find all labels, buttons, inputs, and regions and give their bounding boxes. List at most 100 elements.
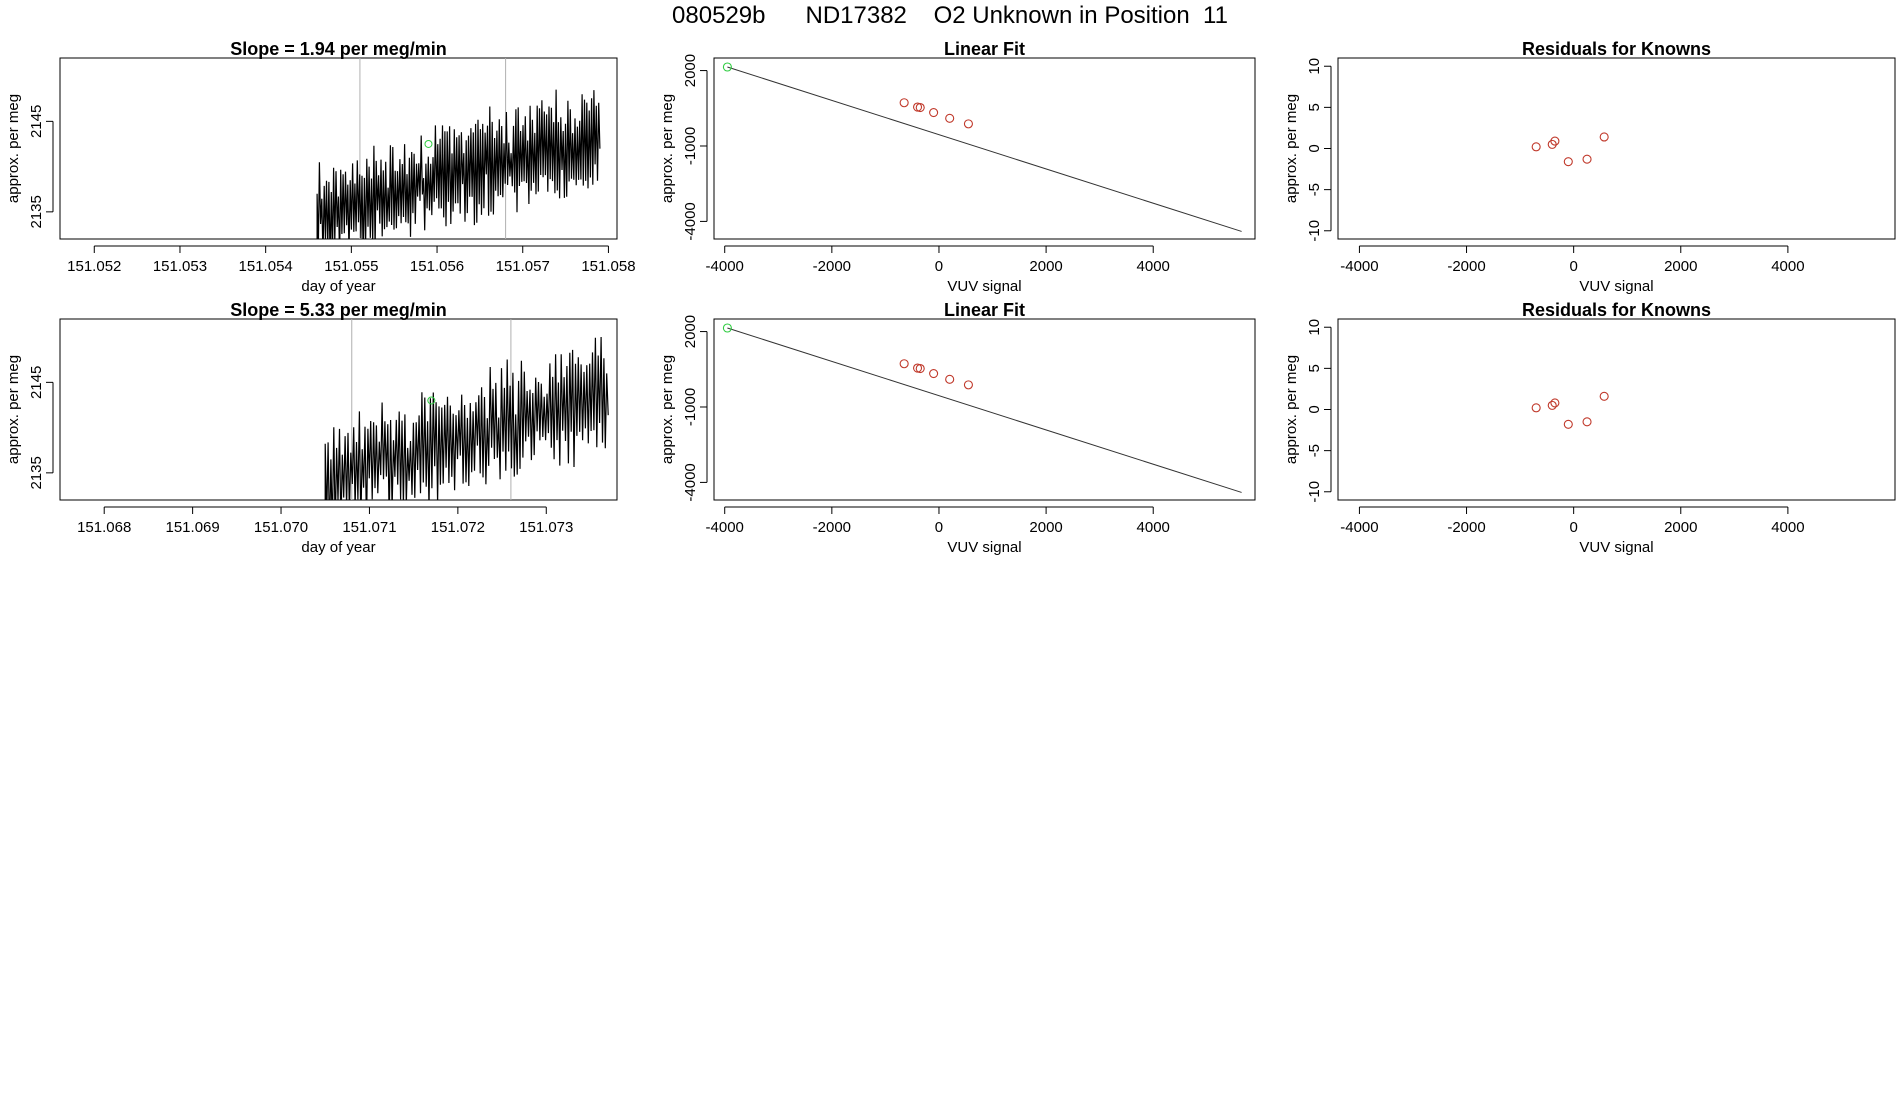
y-tick-label: 5 bbox=[1306, 364, 1323, 372]
panel-fit-2: Linear Fit -4000 -2000 0 2000 4000 VUV signal -… bbox=[659, 300, 1256, 556]
panel-residuals-1: Residuals for Knowns -4000 -2000 0 2000 4000 V… bbox=[1283, 39, 1896, 295]
known-point bbox=[1531, 403, 1541, 413]
x-axis-label: day of year bbox=[301, 539, 375, 556]
series-line bbox=[316, 89, 601, 239]
x-tick-label: 151.058 bbox=[581, 258, 635, 275]
y-tick-label: -4000 bbox=[682, 202, 699, 240]
fit-line bbox=[727, 327, 1242, 493]
panel-title: Linear Fit bbox=[944, 39, 1025, 59]
known-point bbox=[929, 108, 939, 118]
y-axis-label: approx. per meg bbox=[1283, 355, 1300, 464]
series-line bbox=[324, 336, 609, 500]
y-axis-label: approx. per meg bbox=[1283, 94, 1300, 203]
plot-frame bbox=[1337, 57, 1896, 240]
x-tick-label: 151.057 bbox=[496, 258, 550, 275]
unknown-mean-point bbox=[427, 396, 436, 405]
known-point bbox=[1563, 419, 1573, 429]
x-tick-label: 151.071 bbox=[342, 519, 396, 536]
x-tick-label: 2000 bbox=[1029, 519, 1062, 536]
known-point bbox=[963, 119, 973, 129]
x-axis-label: VUV signal bbox=[947, 539, 1021, 556]
unknown-mean-point bbox=[424, 139, 433, 148]
y-tick-label: -4000 bbox=[682, 463, 699, 501]
plot-area bbox=[722, 323, 1242, 493]
page-title: 080529b ND17382 O2 Unknown in Position 1… bbox=[672, 2, 1228, 29]
unknown-point bbox=[722, 323, 732, 333]
y-tick-label: 2145 bbox=[28, 105, 45, 138]
y-axis-label: approx. per meg bbox=[5, 355, 22, 464]
x-tick-label: 151.054 bbox=[239, 258, 293, 275]
x-tick-label: 151.072 bbox=[431, 519, 485, 536]
y-tick-label: 5 bbox=[1306, 103, 1323, 111]
x-tick-label: 2000 bbox=[1029, 258, 1062, 275]
y-tick-label: 2135 bbox=[28, 195, 45, 228]
panel-title: Slope = 1.94 per meg/min bbox=[230, 39, 447, 59]
x-tick-label: 151.070 bbox=[254, 519, 308, 536]
known-point bbox=[1547, 400, 1557, 410]
x-tick-label: 4000 bbox=[1771, 519, 1804, 536]
x-tick-label: 0 bbox=[935, 258, 943, 275]
x-tick-label: 151.052 bbox=[67, 258, 121, 275]
known-point bbox=[1550, 136, 1560, 146]
x-tick-label: -4000 bbox=[1340, 258, 1378, 275]
y-tick-label: 2145 bbox=[28, 366, 45, 399]
x-tick-label: -4000 bbox=[706, 258, 744, 275]
known-point bbox=[915, 363, 925, 374]
x-axis-label: VUV signal bbox=[947, 278, 1021, 295]
plot-area bbox=[722, 62, 1242, 232]
y-tick-label: -5 bbox=[1306, 444, 1323, 457]
y-tick-label: 2000 bbox=[682, 54, 699, 87]
panel-timeseries-1: Slope = 1.94 per meg/min 151.052 151.053 15… bbox=[5, 39, 636, 295]
x-tick-label: 151.068 bbox=[77, 519, 131, 536]
y-tick-label: -10 bbox=[1306, 481, 1323, 503]
y-tick-label: 0 bbox=[1306, 405, 1323, 413]
x-tick-label: 2000 bbox=[1664, 519, 1697, 536]
x-tick-label: 151.056 bbox=[410, 258, 464, 275]
x-tick-label: -2000 bbox=[1447, 258, 1485, 275]
known-point bbox=[945, 113, 955, 123]
known-point bbox=[945, 374, 955, 384]
panel-title: Slope = 5.33 per meg/min bbox=[230, 300, 447, 320]
x-tick-label: 0 bbox=[1569, 258, 1577, 275]
plot-area bbox=[1531, 132, 1609, 167]
x-tick-label: -2000 bbox=[1447, 519, 1485, 536]
y-tick-label: -1000 bbox=[682, 127, 699, 165]
panel-timeseries-2: Slope = 5.33 per meg/min 151.068 151.069 15… bbox=[5, 300, 618, 556]
x-tick-label: -2000 bbox=[813, 519, 851, 536]
y-tick-label: -5 bbox=[1306, 183, 1323, 196]
x-tick-label: -4000 bbox=[706, 519, 744, 536]
x-tick-label: -4000 bbox=[1340, 519, 1378, 536]
x-tick-label: 0 bbox=[1569, 519, 1577, 536]
x-tick-label: 4000 bbox=[1137, 519, 1170, 536]
panel-fit-1: Linear Fit -4000 -2000 0 2000 4000 VUV signal -… bbox=[659, 39, 1256, 295]
plot-area bbox=[316, 58, 601, 239]
y-tick-label: -10 bbox=[1306, 220, 1323, 242]
plot-frame bbox=[713, 57, 1256, 240]
x-tick-label: 151.055 bbox=[324, 258, 378, 275]
panel-title: Residuals for Knowns bbox=[1522, 300, 1711, 320]
plot-frame bbox=[59, 57, 618, 240]
known-point bbox=[1563, 157, 1573, 167]
x-tick-label: -2000 bbox=[813, 258, 851, 275]
known-point bbox=[899, 98, 909, 108]
known-point bbox=[899, 359, 909, 369]
y-tick-label: 10 bbox=[1306, 58, 1323, 75]
y-tick-label: 2000 bbox=[682, 315, 699, 348]
known-point bbox=[1599, 132, 1609, 142]
panel-title: Linear Fit bbox=[944, 300, 1025, 320]
panel-title: Residuals for Knowns bbox=[1522, 39, 1711, 59]
y-axis-label: approx. per meg bbox=[5, 94, 22, 203]
known-point bbox=[963, 380, 973, 390]
unknown-point bbox=[722, 62, 732, 72]
x-tick-label: 4000 bbox=[1137, 258, 1170, 275]
y-tick-label: 10 bbox=[1306, 319, 1323, 336]
fit-line bbox=[727, 66, 1242, 232]
x-tick-label: 151.069 bbox=[166, 519, 220, 536]
known-point bbox=[1550, 398, 1560, 408]
x-tick-label: 151.073 bbox=[519, 519, 573, 536]
x-tick-label: 151.053 bbox=[153, 258, 207, 275]
known-point bbox=[1582, 417, 1592, 427]
x-axis-label: day of year bbox=[301, 278, 375, 295]
x-tick-label: 2000 bbox=[1664, 258, 1697, 275]
